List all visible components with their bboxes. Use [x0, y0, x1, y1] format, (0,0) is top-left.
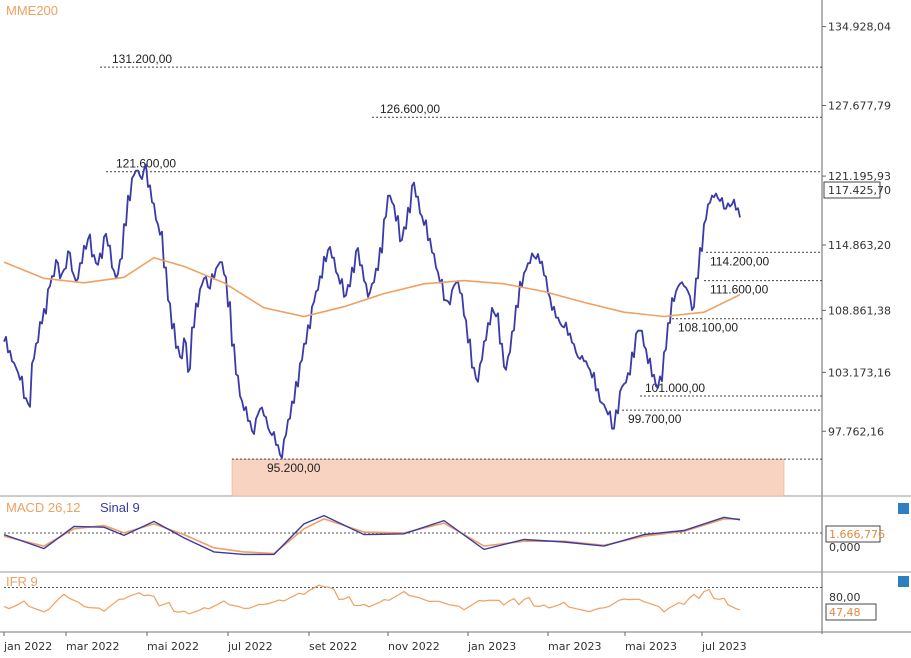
- last-price-box: [823, 181, 881, 199]
- y-tick-label: 108.861,38: [828, 304, 891, 317]
- x-tick-label: jul 2022: [227, 640, 273, 653]
- signal-line: [3, 518, 740, 555]
- x-tick-label: mai 2022: [147, 640, 199, 653]
- ifr-series: [3, 584, 822, 615]
- ifr-legend: IFR 9: [6, 574, 38, 589]
- level-label: 101.000,00: [645, 381, 705, 395]
- main-series: [3, 163, 741, 459]
- main-legend-mme200: MME200: [6, 3, 58, 18]
- ifr-line: [3, 584, 741, 615]
- ifr-panel-handle[interactable]: [898, 576, 909, 587]
- x-tick-label: set 2022: [309, 640, 357, 653]
- x-tick-label: jan 2023: [467, 640, 516, 653]
- x-tick-label: mar 2022: [66, 640, 119, 653]
- y-tick-label: 121.195,93: [828, 170, 891, 183]
- x-tick-label: jan 2022: [3, 640, 52, 653]
- level-label: 111.600,00: [710, 283, 769, 297]
- level-label: 95.200,00: [267, 461, 321, 475]
- ifr-value-box: [825, 603, 877, 621]
- macd-panel-handle[interactable]: [898, 503, 909, 514]
- y-tick-label: 127.677,79: [828, 100, 891, 113]
- level-label: 126.600,00: [380, 102, 440, 116]
- support-band: [231, 458, 785, 497]
- level-label: 114.200,00: [710, 254, 769, 268]
- macd-line: [3, 514, 741, 556]
- level-lines: 131.200,00 126.600,00 121.600,00 114.200,00…: [100, 52, 822, 475]
- support-zone: [231, 458, 785, 497]
- level-label: 99.700,00: [628, 412, 682, 426]
- x-tick-label: mai 2023: [625, 640, 677, 653]
- level-label: 121.600,00: [116, 157, 176, 171]
- y-tick-label: 97.762,16: [828, 425, 884, 438]
- y-tick-label: 134.928,04: [828, 21, 891, 34]
- axis-labels: 134.928,04 127.677,79 121.195,93 114.863,20…: [3, 21, 891, 653]
- mme200-line: [3, 256, 741, 318]
- level-label: 131.200,00: [112, 52, 172, 66]
- x-tick-label: nov 2022: [388, 640, 440, 653]
- price-line: [3, 163, 741, 459]
- level-label: 108.100,00: [678, 321, 738, 335]
- panel-frames: [0, 0, 911, 634]
- x-tick-label: mar 2023: [548, 640, 601, 653]
- y-tick-label: 103.173,16: [828, 366, 891, 379]
- ifr-upper-label: 80,00: [829, 591, 861, 604]
- macd-legend-signal: Sinal 9: [100, 500, 140, 515]
- last-price-label: 117.425,70: [828, 184, 891, 197]
- macd-legend-name: MACD 26,12: [6, 500, 80, 515]
- macd-series: [3, 514, 822, 556]
- ifr-value-label: 47,48: [829, 606, 861, 619]
- macd-value-label: 1.666,776: [829, 528, 885, 541]
- macd-value-box: [825, 525, 881, 543]
- y-tick-label: 114.863,20: [828, 239, 891, 252]
- macd-zero-label: 0,000: [829, 541, 861, 554]
- x-tick-label: jul 2023: [701, 640, 747, 653]
